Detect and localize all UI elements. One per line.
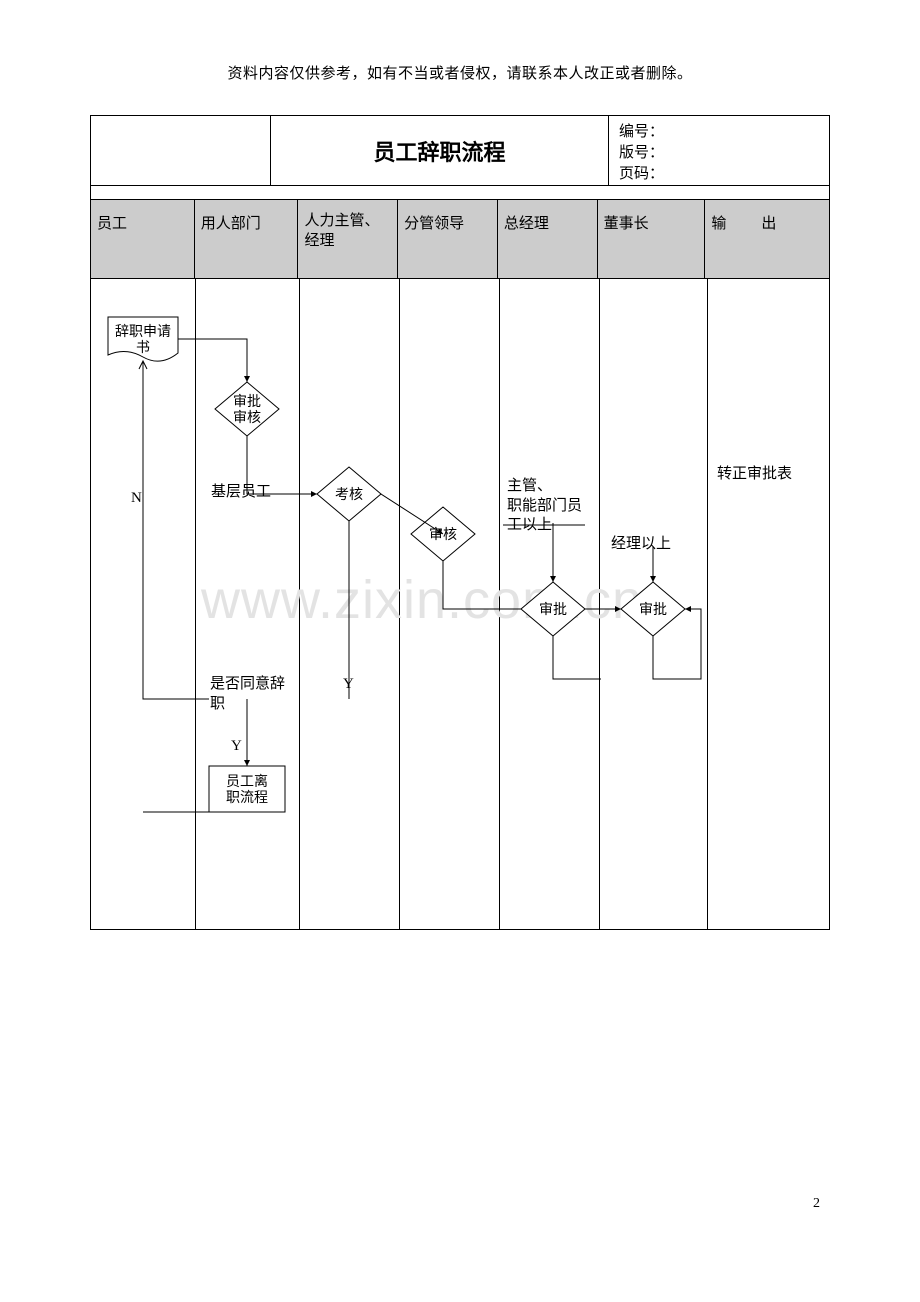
lane-leader: 分管领导 bbox=[398, 200, 498, 278]
flowchart-container: 员工辞职流程 编号： 版号： 页码： 员工 用人部门 人力主管、 经理 分管领导… bbox=[90, 115, 830, 930]
meta-version: 版号： bbox=[619, 143, 819, 164]
lane-gm: 总经理 bbox=[498, 200, 598, 278]
flow-label: 主管、 职能部门员 工以上 bbox=[507, 477, 582, 536]
flow-label: 转正审批表 bbox=[717, 465, 792, 485]
document-meta: 编号： 版号： 页码： bbox=[609, 116, 829, 185]
document-title: 员工辞职流程 bbox=[271, 116, 609, 185]
meta-page: 页码： bbox=[619, 164, 819, 185]
flow-label: Y bbox=[343, 675, 354, 695]
spacer-row bbox=[91, 186, 829, 200]
flow-label: 经理以上 bbox=[611, 535, 671, 555]
flow-label: 是否同意辞 职 bbox=[210, 675, 285, 714]
swimlane-header: 员工 用人部门 人力主管、 经理 分管领导 总经理 董事长 输 出 bbox=[91, 200, 829, 279]
svg-text:辞职申请: 辞职申请 bbox=[115, 324, 171, 340]
lane-department: 用人部门 bbox=[195, 200, 299, 278]
lane-output: 输 出 bbox=[705, 200, 829, 278]
svg-text:书: 书 bbox=[136, 340, 150, 356]
svg-text:员工离: 员工离 bbox=[226, 773, 268, 790]
svg-text:审核: 审核 bbox=[429, 527, 457, 543]
flow-label: 基层员工 bbox=[211, 483, 271, 503]
flow-label: Y bbox=[231, 737, 242, 757]
lane-chairman: 董事长 bbox=[598, 200, 706, 278]
svg-text:审核: 审核 bbox=[233, 410, 261, 426]
lane-hr: 人力主管、 经理 bbox=[298, 200, 398, 278]
svg-text:审批: 审批 bbox=[639, 602, 667, 618]
svg-text:审批: 审批 bbox=[539, 602, 567, 618]
flowchart-svg: 辞职申请书审批审核考核审核审批审批员工离职流程 bbox=[91, 279, 829, 929]
lane-employee: 员工 bbox=[91, 200, 195, 278]
title-row: 员工辞职流程 编号： 版号： 页码： bbox=[91, 116, 829, 186]
flow-label: N bbox=[131, 489, 142, 509]
svg-text:审批: 审批 bbox=[233, 394, 261, 410]
title-blank bbox=[91, 116, 271, 185]
svg-text:考核: 考核 bbox=[335, 487, 363, 503]
page-disclaimer: 资料内容仅供参考，如有不当或者侵权，请联系本人改正或者删除。 bbox=[0, 62, 920, 83]
svg-text:职流程: 职流程 bbox=[226, 790, 268, 806]
meta-id: 编号： bbox=[619, 122, 819, 143]
page-number: 2 bbox=[813, 1196, 820, 1212]
swimlane-body: www.zixin.com.cn 辞职申请书审批审核考核审核审批审批员工离职流程… bbox=[91, 279, 829, 929]
